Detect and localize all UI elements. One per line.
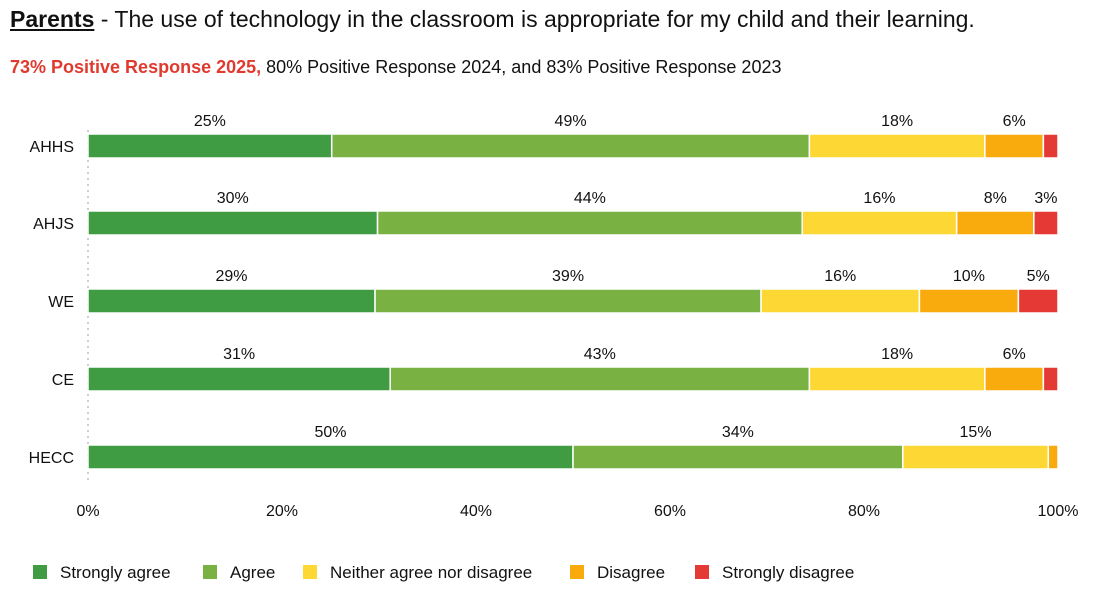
bar-segment bbox=[374, 288, 762, 314]
legend-swatch bbox=[570, 565, 584, 579]
bar-segment bbox=[955, 210, 1035, 236]
bar-segment bbox=[87, 444, 574, 470]
x-tick-label: 80% bbox=[848, 503, 880, 520]
bar-segment bbox=[87, 210, 379, 236]
data-label: 29% bbox=[216, 268, 248, 285]
x-tick-label: 0% bbox=[76, 503, 99, 520]
x-tick-label: 20% bbox=[266, 503, 298, 520]
bar-segment bbox=[87, 288, 376, 314]
legend-label: Strongly agree bbox=[60, 563, 171, 582]
legend-label: Agree bbox=[230, 563, 275, 582]
data-label: 34% bbox=[722, 424, 754, 441]
subtitle-highlight: 73% Positive Response 2025, bbox=[10, 57, 262, 77]
bar-segment bbox=[984, 133, 1045, 159]
category-label: WE bbox=[48, 294, 74, 311]
chart-subtitle: 73% Positive Response 2025, 80% Positive… bbox=[10, 57, 781, 78]
legend-swatch bbox=[303, 565, 317, 579]
x-tick-label: 40% bbox=[460, 503, 492, 520]
legend-swatch bbox=[33, 565, 47, 579]
bar-segment bbox=[1047, 444, 1059, 470]
data-label: 16% bbox=[824, 268, 856, 285]
data-label: 10% bbox=[953, 268, 985, 285]
title-lead: Parents bbox=[10, 6, 95, 32]
bar-segment bbox=[1017, 288, 1059, 314]
data-label: 3% bbox=[1034, 190, 1057, 207]
bar-segment bbox=[376, 210, 803, 236]
data-label: 18% bbox=[881, 113, 913, 130]
data-label: 30% bbox=[217, 190, 249, 207]
bar-segment bbox=[389, 366, 811, 392]
bar-segment bbox=[902, 444, 1050, 470]
category-label: CE bbox=[52, 372, 74, 389]
bar-segment bbox=[808, 366, 986, 392]
bar-segment bbox=[918, 288, 1020, 314]
data-label: 16% bbox=[863, 190, 895, 207]
data-label: 8% bbox=[984, 190, 1007, 207]
subtitle-rest: 80% Positive Response 2024, and 83% Posi… bbox=[261, 57, 782, 77]
bar-segment bbox=[572, 444, 904, 470]
bar-segment bbox=[984, 366, 1045, 392]
legend-label: Strongly disagree bbox=[722, 563, 854, 582]
data-label: 49% bbox=[555, 113, 587, 130]
bar-segment bbox=[87, 366, 391, 392]
bar-segment bbox=[808, 133, 986, 159]
data-label: 18% bbox=[881, 346, 913, 363]
bar-segment bbox=[87, 133, 333, 159]
bar-segment bbox=[330, 133, 811, 159]
bar-segment bbox=[760, 288, 921, 314]
x-tick-label: 60% bbox=[654, 503, 686, 520]
category-label: AHHS bbox=[30, 139, 74, 156]
data-label: 25% bbox=[194, 113, 226, 130]
bar-segment bbox=[1042, 133, 1059, 159]
legend-label: Disagree bbox=[597, 563, 665, 582]
chart-title: Parents - The use of technology in the c… bbox=[10, 6, 975, 33]
bar-segment bbox=[1033, 210, 1059, 236]
data-label: 50% bbox=[314, 424, 346, 441]
data-label: 39% bbox=[552, 268, 584, 285]
data-label: 31% bbox=[223, 346, 255, 363]
bar-segment bbox=[1042, 366, 1059, 392]
data-label: 6% bbox=[1003, 113, 1026, 130]
category-label: HECC bbox=[29, 450, 74, 467]
category-label: AHJS bbox=[33, 216, 74, 233]
title-rest: - The use of technology in the classroom… bbox=[94, 6, 975, 32]
data-label: 6% bbox=[1003, 346, 1026, 363]
data-label: 5% bbox=[1027, 268, 1050, 285]
data-label: 15% bbox=[960, 424, 992, 441]
x-tick-label: 100% bbox=[1038, 503, 1079, 520]
bar-segment bbox=[801, 210, 958, 236]
legend-swatch bbox=[695, 565, 709, 579]
data-label: 43% bbox=[584, 346, 616, 363]
legend-swatch bbox=[203, 565, 217, 579]
legend-label: Neither agree nor disagree bbox=[330, 563, 532, 582]
data-label: 44% bbox=[574, 190, 606, 207]
